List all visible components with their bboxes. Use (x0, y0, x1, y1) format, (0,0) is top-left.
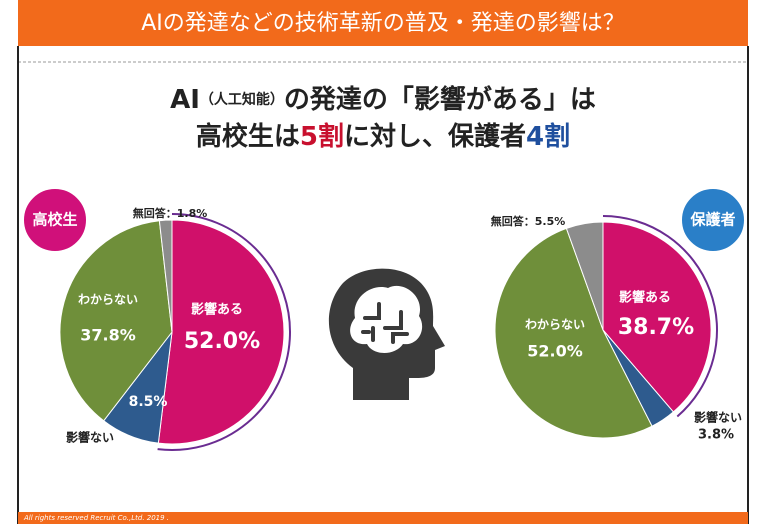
pie-slice (494, 227, 653, 439)
value-label: 37.8% (80, 326, 136, 345)
category-label: 影響ない (66, 430, 114, 445)
brain-lines (361, 302, 409, 344)
slice-label: 無回答：5.5% (491, 214, 566, 228)
brain (350, 285, 423, 353)
footer-bar (18, 512, 748, 524)
category-label: わからない (525, 318, 585, 332)
headline-line1: AI（人工知能）の発達の「影響がある」は (170, 84, 596, 115)
value-label: 52.0% (184, 329, 260, 354)
header-bar (18, 0, 748, 46)
header-title: AIの発達などの技術革新の普及・発達の影響は？ (141, 11, 625, 36)
pie-slice (157, 219, 285, 445)
category-label: 影響ある (191, 302, 243, 318)
head-icon (328, 268, 445, 400)
headline-part: に対し、保護者 (344, 121, 526, 152)
value-label: 52.0% (527, 342, 583, 361)
badge (22, 187, 88, 253)
chart-title: 高校生 (32, 211, 77, 229)
category-label: わからない (78, 293, 138, 307)
pie-slice (59, 220, 173, 422)
headline-part: の発達の「影響がある」は (284, 84, 596, 115)
badge (680, 187, 746, 253)
headline-part: 4割 (526, 121, 570, 152)
slice-label: 無回答：1.8% (133, 206, 208, 220)
headline-part: AI (170, 85, 200, 115)
pie-slice (565, 221, 604, 331)
value-label: ：1.8% (166, 207, 208, 220)
highlight-arc (157, 213, 291, 451)
headline-part: 5割 (300, 121, 344, 152)
category-label: 無回答 (491, 214, 525, 228)
footer-text: All rights reserved Recruit Co.,Ltd. 201… (23, 514, 169, 522)
chart-title: 保護者 (689, 211, 735, 229)
value-label: 3.8% (698, 428, 734, 443)
headline-line2: 高校生は5割に対し、保護者4割 (196, 121, 570, 152)
category-label: 影響ある (619, 290, 671, 306)
pie-slice (602, 221, 712, 413)
headline-part: （人工知能） (200, 91, 284, 108)
category-label: 影響ない (694, 410, 742, 425)
value-label: ：5.5% (524, 215, 566, 228)
pie-slice (158, 219, 173, 333)
value-label: 8.5% (129, 394, 168, 410)
value-label: 38.7% (618, 315, 694, 340)
highlight-arc (602, 215, 718, 418)
headline-part: 高校生は (196, 121, 300, 152)
category-label: 無回答 (133, 206, 167, 220)
